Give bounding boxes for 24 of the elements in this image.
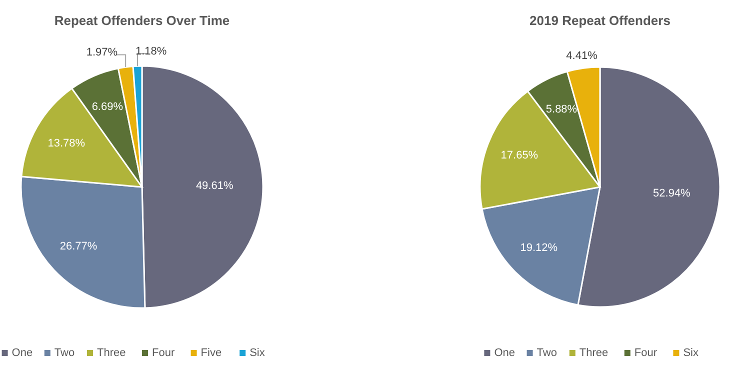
data-label: 1.97% [86, 46, 118, 59]
data-label: 52.94% [653, 188, 691, 200]
legend-label: Four [634, 347, 658, 359]
data-label: 6.69% [92, 100, 124, 113]
legend-label: Six [683, 347, 699, 359]
data-label: 13.78% [48, 138, 86, 150]
legend-label: Five [200, 347, 222, 359]
data-label: 17.65% [500, 150, 538, 162]
chart-title: Repeat Offenders Over Time [54, 13, 230, 28]
data-label: 4.41% [566, 50, 598, 62]
legend-label: Three [97, 347, 126, 359]
data-label: 1.18% [135, 45, 167, 58]
legend-label: Four [152, 347, 175, 359]
legend-label: Six [250, 347, 266, 359]
legend-label: One [12, 347, 33, 359]
data-label: 26.77% [60, 240, 98, 253]
data-label: 49.61% [196, 180, 234, 192]
legend-label: Two [54, 347, 75, 359]
legend-label: Three [579, 347, 608, 359]
legend-label: Two [536, 347, 557, 359]
data-label: 5.88% [546, 104, 578, 116]
data-label: 19.12% [520, 242, 558, 254]
legend-label: One [494, 347, 515, 359]
chart-title: 2019 Repeat Offenders [530, 13, 670, 28]
